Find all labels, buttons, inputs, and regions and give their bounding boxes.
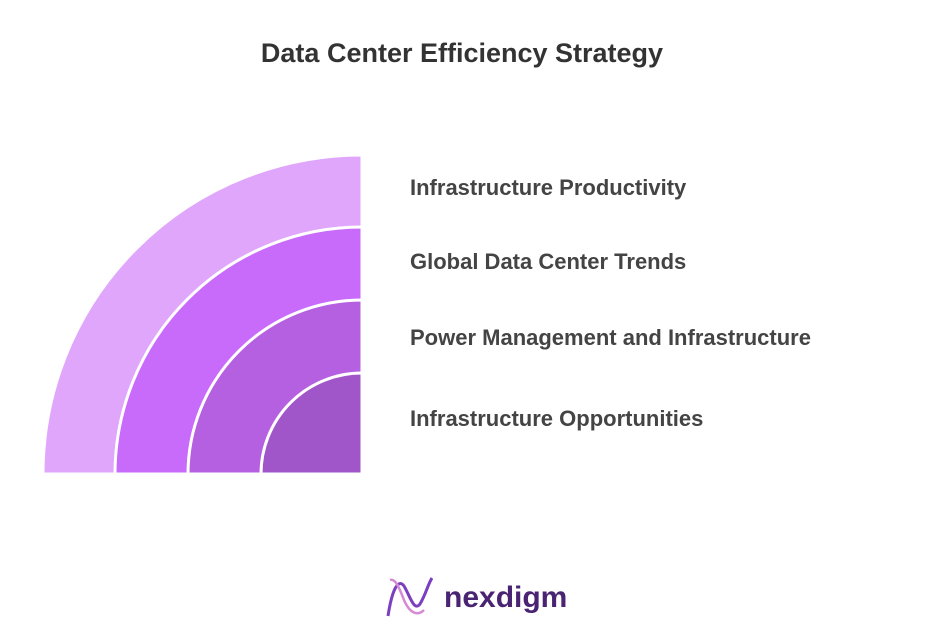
ring-inner <box>259 371 364 476</box>
title: Data Center Efficiency Strategy <box>261 38 663 68</box>
layer-label: Infrastructure Productivity <box>410 175 687 200</box>
layer-label: Infrastructure Opportunities <box>410 406 703 431</box>
logo-text: nexdigm <box>444 581 567 614</box>
logo-icon <box>386 577 434 617</box>
logo-icon-accent <box>389 578 425 615</box>
logo: nexdigm <box>386 577 567 617</box>
layer-label: Power Management and Infrastructure <box>410 325 811 350</box>
layer-label: Global Data Center Trends <box>410 249 686 274</box>
quarter-rings <box>41 153 364 476</box>
